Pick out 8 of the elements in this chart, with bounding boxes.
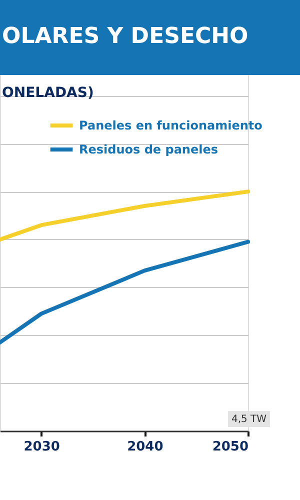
legend-label: Paneles en funcionamiento: [79, 118, 262, 132]
chart-title: OLARES Y DESECHO: [2, 24, 248, 49]
legend-label: Residuos de paneles: [79, 142, 218, 156]
x-tick-label: 2050: [212, 440, 248, 454]
annotation: 4,5 TW: [231, 414, 267, 425]
chart-subtitle: ONELADAS): [2, 85, 94, 101]
x-tick-label: 2040: [127, 440, 164, 454]
x-tick-label: 2030: [24, 440, 60, 454]
